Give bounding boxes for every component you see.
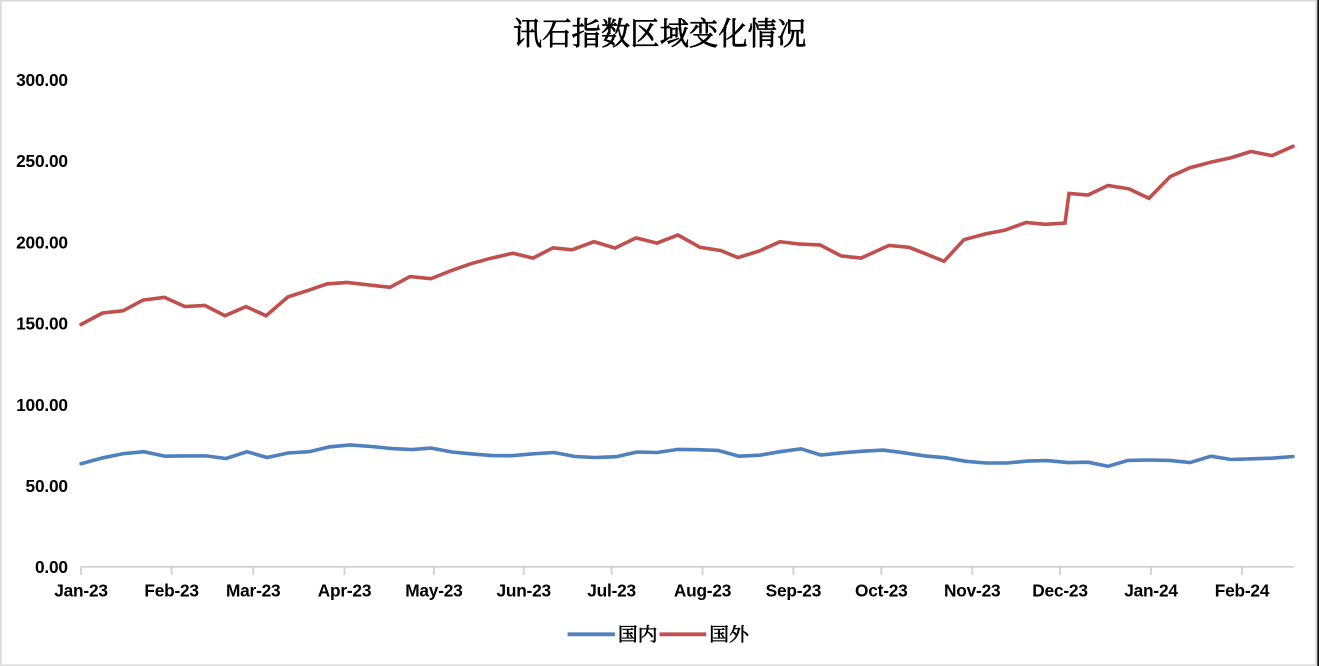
svg-text:Oct-23: Oct-23 — [855, 581, 908, 601]
svg-text:Aug-23: Aug-23 — [674, 581, 731, 601]
svg-text:Jun-23: Jun-23 — [496, 581, 551, 601]
svg-text:Apr-23: Apr-23 — [318, 581, 372, 601]
svg-text:150.00: 150.00 — [16, 314, 68, 334]
svg-text:Mar-23: Mar-23 — [226, 581, 281, 601]
svg-text:Jul-23: Jul-23 — [587, 581, 636, 601]
svg-text:Feb-23: Feb-23 — [144, 581, 199, 601]
svg-text:250.00: 250.00 — [16, 151, 68, 171]
svg-text:May-23: May-23 — [405, 581, 462, 601]
svg-text:Jan-24: Jan-24 — [1124, 581, 1178, 601]
svg-text:Feb-24: Feb-24 — [1215, 581, 1270, 601]
svg-text:Nov-23: Nov-23 — [944, 581, 1000, 601]
svg-text:Jan-23: Jan-23 — [54, 581, 108, 601]
svg-text:200.00: 200.00 — [16, 232, 68, 252]
svg-text:Sep-23: Sep-23 — [766, 581, 821, 601]
svg-text:50.00: 50.00 — [26, 476, 68, 496]
svg-text:Dec-23: Dec-23 — [1032, 581, 1087, 601]
svg-text:0.00: 0.00 — [35, 557, 68, 577]
svg-text:100.00: 100.00 — [16, 395, 68, 415]
svg-text:300.00: 300.00 — [16, 70, 68, 90]
